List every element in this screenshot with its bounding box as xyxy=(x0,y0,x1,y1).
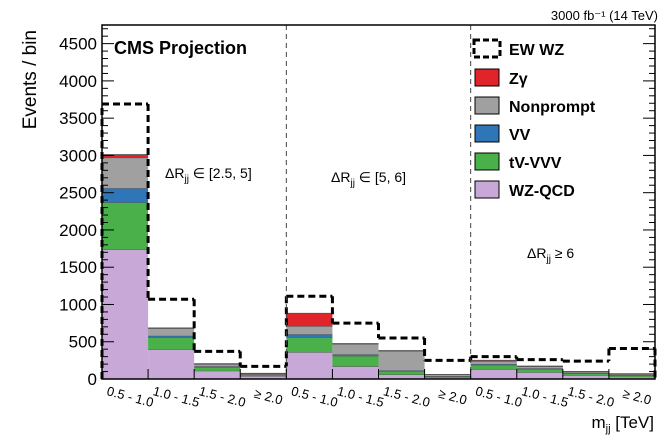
y-tick-label-0: 0 xyxy=(88,370,97,389)
bar-wz-qcd-2 xyxy=(148,349,195,379)
x-axis-label-unit: [TeV] xyxy=(611,413,654,432)
x-tick-label-10: 1.0 - 1.5 xyxy=(520,383,570,410)
x-tick-label-5: 0.5 - 1.0 xyxy=(290,383,340,410)
bar-nonprompt-3 xyxy=(194,364,241,367)
x-tick-label-6: 1.0 - 1.5 xyxy=(336,383,386,410)
region-label-2-sub: jj xyxy=(349,178,354,189)
bar-nonprompt-2 xyxy=(148,328,195,336)
region-label-1-main: ΔR xyxy=(165,165,184,181)
bar-tv-vvv-9 xyxy=(470,364,517,370)
legend-swatch-ew-wz xyxy=(472,38,502,59)
bar-tv-vvv-1 xyxy=(102,202,149,250)
bar-nonprompt-8 xyxy=(424,374,471,377)
bar-tv-vvv-4 xyxy=(240,374,287,377)
region-label-2: ΔRjj ∈ [5, 6] xyxy=(331,169,406,189)
bar-wz-qcd-5 xyxy=(286,352,333,379)
bar-wz-qcd-1 xyxy=(102,249,149,379)
y-tick-label-2500: 2500 xyxy=(59,184,97,203)
bar-wz-qcd-6 xyxy=(332,366,379,379)
x-tick-label-3: 1.5 - 2.0 xyxy=(197,383,247,410)
x-tick-label-7: 1.5 - 2.0 xyxy=(382,383,432,410)
legend-swatch-zgamma xyxy=(474,68,500,87)
y-tick-label-3000: 3000 xyxy=(59,146,97,165)
bar-nonprompt-11 xyxy=(562,371,609,374)
bar-wz-qcd-4 xyxy=(240,376,287,379)
x-tick-label-4: ≥ 2.0 xyxy=(253,386,285,408)
bars-layer xyxy=(102,154,655,379)
y-tick-label-1000: 1000 xyxy=(59,295,97,314)
legend-swatch-wz-qcd xyxy=(474,180,500,199)
luminosity-label: 3000 fb⁻¹ (14 TeV) xyxy=(551,8,658,23)
region-label-1-rest: ∈ [2.5, 5] xyxy=(189,165,252,181)
bar-tv-vvv-5 xyxy=(286,337,333,353)
region-label-2-main: ΔR xyxy=(331,169,350,185)
bar-nonprompt-1 xyxy=(102,157,149,189)
bar-tv-vvv-11 xyxy=(562,373,609,376)
legend-swatch-tv-vvv xyxy=(474,152,500,171)
region-label-3-main: ΔR xyxy=(527,245,546,261)
bar-nonprompt-10 xyxy=(516,366,563,369)
bar-tv-vvv-10 xyxy=(516,368,563,373)
bar-tv-vvv-3 xyxy=(194,367,241,371)
experiment-label: CMS Projection xyxy=(114,38,247,58)
legend-swatch-vv xyxy=(474,124,500,143)
y-tick-label-4500: 4500 xyxy=(59,35,97,54)
bar-zgamma-5 xyxy=(286,313,333,327)
bar-wz-qcd-10 xyxy=(516,372,563,379)
region-label-3-rest: ≥ 6 xyxy=(551,245,574,261)
bar-wz-qcd-3 xyxy=(194,370,241,379)
region-label-3-sub: jj xyxy=(545,254,550,265)
region-label-2-rest: ∈ [5, 6] xyxy=(355,169,406,185)
y-axis: 0 500 1000 1500 2000 2500 3000 3500 4000 4500 xyxy=(59,28,655,389)
bar-vv-1 xyxy=(102,188,149,203)
bar-wz-qcd-12 xyxy=(608,376,655,379)
bar-tv-vvv-2 xyxy=(148,337,195,350)
y-tick-label-3500: 3500 xyxy=(59,109,97,128)
y-tick-label-2000: 2000 xyxy=(59,221,97,240)
legend-label-vv: VV xyxy=(509,127,531,144)
x-axis-label-sub: jj xyxy=(605,423,611,435)
x-axis-label-main: m xyxy=(591,413,605,432)
region-label-1: ΔRjj ∈ [2.5, 5] xyxy=(165,165,252,185)
bar-wz-qcd-11 xyxy=(562,375,609,379)
x-tick-label-11: 1.5 - 2.0 xyxy=(566,383,616,410)
x-tick-label-1: 0.5 - 1.0 xyxy=(105,383,155,410)
region-label-1-sub: jj xyxy=(183,174,188,185)
x-tick-label-12: ≥ 2.0 xyxy=(621,386,653,408)
legend-label-nonprompt: Nonprompt xyxy=(509,99,596,116)
legend-label-wz-qcd: WZ-QCD xyxy=(509,183,575,200)
legend-swatch-nonprompt xyxy=(474,96,500,115)
bar-nonprompt-6 xyxy=(332,343,379,355)
bar-wz-qcd-9 xyxy=(470,369,517,379)
region-label-3: ΔRjj ≥ 6 xyxy=(527,245,574,265)
bar-nonprompt-9 xyxy=(470,361,517,365)
x-tick-label-8: ≥ 2.0 xyxy=(437,386,469,408)
y-tick-label-4000: 4000 xyxy=(59,72,97,91)
bar-tv-vvv-6 xyxy=(332,355,379,367)
y-tick-label-1500: 1500 xyxy=(59,258,97,277)
x-tick-label-2: 1.0 - 1.5 xyxy=(151,383,201,410)
bar-wz-qcd-8 xyxy=(424,377,471,379)
legend-label-ew-wz: EW WZ xyxy=(509,42,564,59)
region-dividers xyxy=(285,25,472,379)
bar-nonprompt-7 xyxy=(378,351,425,371)
bar-vv-2 xyxy=(148,335,195,338)
x-axis-label: mjj [TeV] xyxy=(591,413,654,435)
legend-label-tv-vvv: tV-VVV xyxy=(509,155,562,172)
bar-vv-5 xyxy=(286,334,333,338)
legend: EW WZ Zγ Nonprompt VV tV-VVV WZ-QCD xyxy=(472,38,596,200)
x-tick-label-9: 0.5 - 1.0 xyxy=(474,383,524,410)
bar-vv-6 xyxy=(332,354,379,356)
bar-zgamma-1 xyxy=(102,154,149,158)
bar-tv-vvv-12 xyxy=(608,375,655,377)
bar-wz-qcd-7 xyxy=(378,374,425,379)
bar-nonprompt-5 xyxy=(286,326,333,335)
bar-tv-vvv-7 xyxy=(378,371,425,375)
legend-label-zgamma: Zγ xyxy=(509,71,528,88)
y-axis-label: Events / bin xyxy=(20,30,41,129)
y-tick-label-500: 500 xyxy=(69,333,97,352)
